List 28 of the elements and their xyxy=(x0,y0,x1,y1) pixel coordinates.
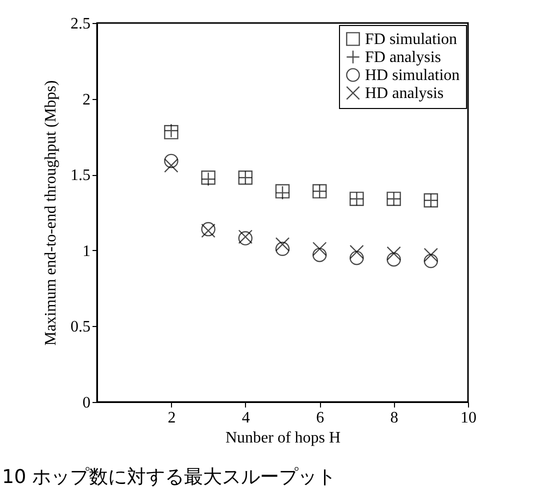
x-tick-label: 2 xyxy=(168,410,176,426)
x-tick-label: 8 xyxy=(390,410,398,426)
point xyxy=(312,242,327,256)
y-axis-title: Maximum end-to-end throughput (Mbps) xyxy=(42,80,60,346)
x-tick-label: 10 xyxy=(460,410,476,426)
x-tick-label: 6 xyxy=(316,410,324,426)
point xyxy=(350,244,364,260)
text: 10 ホップ数に対する最大スループット xyxy=(2,466,336,488)
point xyxy=(424,248,438,262)
y-tick-label: 2 xyxy=(82,91,90,108)
point xyxy=(350,250,364,266)
y-tick-label: 0 xyxy=(82,394,90,412)
legend-label: FD analysis xyxy=(365,49,441,66)
point xyxy=(386,252,401,267)
point xyxy=(386,246,401,261)
y-tick-label: 1.5 xyxy=(70,167,90,184)
legend-label: HD analysis xyxy=(365,85,444,102)
y-tick-label: 1 xyxy=(82,242,90,260)
legend-label: HD simulation xyxy=(365,67,460,84)
y-tick-label: 2.5 xyxy=(70,16,90,32)
point xyxy=(275,237,290,252)
point xyxy=(312,248,327,262)
y-tick-label: 0.5 xyxy=(70,318,90,336)
legend-label: FD simulation xyxy=(365,31,458,48)
x-axis-title: Nunber of hops H xyxy=(225,430,341,446)
point xyxy=(275,242,290,256)
x-tick-label: 4 xyxy=(242,410,250,426)
point xyxy=(424,254,438,268)
